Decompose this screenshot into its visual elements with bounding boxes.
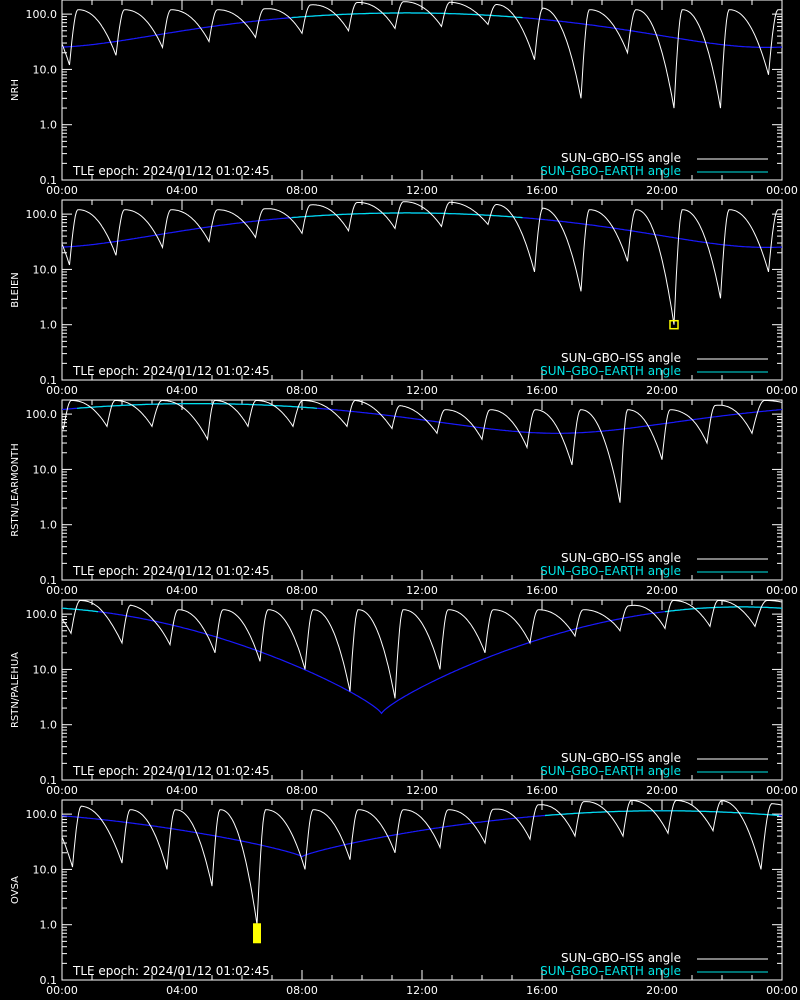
y-tick-label: 1.0: [40, 919, 58, 932]
legend-iss-label: SUN–GBO–ISS angle: [561, 351, 681, 365]
x-tick-label: 16:00: [526, 784, 558, 797]
x-tick-label: 04:00: [166, 984, 198, 997]
y-tick-label: 100.0: [26, 408, 58, 421]
tle-epoch-text: TLE epoch: 2024/01/12 01:02:45: [72, 764, 270, 778]
iss-angle-line: [62, 800, 782, 925]
legend-iss-label: SUN–GBO–ISS angle: [561, 751, 681, 765]
earth-angle-sunlit: [291, 12, 523, 19]
legend-earth-label: SUN–GBO–EARTH angle: [540, 964, 681, 978]
y-tick-label: 0.1: [40, 374, 58, 387]
x-tick-label: 04:00: [166, 784, 198, 797]
y-tick-label: 100.0: [26, 808, 58, 821]
y-tick-label: 10.0: [33, 463, 58, 476]
x-tick-label: 20:00: [646, 384, 678, 397]
x-tick-label: 12:00: [406, 184, 438, 197]
x-tick-label: 12:00: [406, 984, 438, 997]
y-tick-label: 0.1: [40, 974, 58, 987]
iss-angle-line: [62, 201, 782, 325]
panel-2: 0.1 1.0 10.0 100.0 RSTN/LEARMONTH 00:00 04:00 0…: [10, 399, 798, 597]
y-tick-label: 10.0: [33, 663, 58, 676]
legend-earth-label: SUN–GBO–EARTH angle: [540, 364, 681, 378]
tle-epoch-text: TLE epoch: 2024/01/12 01:02:45: [72, 564, 270, 578]
tle-epoch-text: TLE epoch: 2024/01/12 01:02:45: [72, 364, 270, 378]
y-tick-label: 1.0: [40, 719, 58, 732]
x-tick-label: 04:00: [166, 584, 198, 597]
y-axis-label: NRH: [10, 79, 21, 101]
y-tick-label: 100.0: [26, 8, 58, 21]
panel-0: 0.1 1.0 10.0 100.0 NRH 00:00 04:00 08:00 12:00 16…: [10, 0, 798, 197]
earth-angle-sunlit: [76, 403, 318, 409]
x-tick-label: 00:00: [766, 784, 798, 797]
y-axis-label: RSTN/PALEHUA: [10, 652, 21, 728]
panel-1: 0.1 1.0 10.0 100.0 BLEIEN 00:00 04:00 08:00 12:0…: [10, 199, 798, 397]
earth-angle-sunlit: [664, 606, 782, 613]
legend-earth-label: SUN–GBO–EARTH angle: [540, 564, 681, 578]
y-tick-label: 100.0: [26, 208, 58, 221]
y-tick-label: 1.0: [40, 319, 58, 332]
earth-angle-line: [62, 12, 782, 49]
x-tick-label: 20:00: [646, 784, 678, 797]
earth-angle-line: [62, 606, 782, 715]
earth-angle-sunlit: [291, 212, 523, 219]
panel-3: 0.1 1.0 10.0 100.0 RSTN/PALEHUA 00:00 04:00 08:…: [10, 599, 798, 797]
x-tick-label: 00:00: [46, 184, 78, 197]
y-axis-label: RSTN/LEARMONTH: [10, 443, 21, 537]
x-tick-label: 00:00: [766, 384, 798, 397]
legend-iss-label: SUN–GBO–ISS angle: [561, 551, 681, 565]
x-tick-label: 08:00: [286, 784, 318, 797]
x-tick-label: 16:00: [526, 984, 558, 997]
y-axis-label: OVSA: [10, 876, 21, 904]
x-tick-label: 04:00: [166, 184, 198, 197]
tle-epoch-text: TLE epoch: 2024/01/12 01:02:45: [72, 964, 270, 978]
x-tick-label: 00:00: [766, 584, 798, 597]
x-tick-label: 12:00: [406, 384, 438, 397]
x-tick-label: 16:00: [526, 184, 558, 197]
x-tick-label: 08:00: [286, 384, 318, 397]
y-tick-label: 1.0: [40, 119, 58, 132]
earth-angle-line: [62, 212, 782, 248]
y-tick-label: 10.0: [33, 263, 58, 276]
iss-angle-line: [62, 600, 782, 699]
y-axis-label: BLEIEN: [10, 272, 21, 308]
y-tick-label: 1.0: [40, 519, 58, 532]
iss-angle-line: [62, 1, 782, 109]
x-tick-label: 20:00: [646, 184, 678, 197]
x-tick-label: 08:00: [286, 184, 318, 197]
x-tick-label: 00:00: [46, 984, 78, 997]
tle-epoch-text: TLE epoch: 2024/01/12 01:02:45: [72, 164, 270, 178]
legend-earth-label: SUN–GBO–EARTH angle: [540, 164, 681, 178]
x-tick-label: 00:00: [766, 984, 798, 997]
earth-angle-sunlit: [62, 607, 99, 613]
y-tick-label: 100.0: [26, 608, 58, 621]
legend-iss-label: SUN–GBO–ISS angle: [561, 151, 681, 165]
event-marker: [253, 923, 261, 944]
y-tick-label: 0.1: [40, 574, 58, 587]
x-tick-label: 04:00: [166, 384, 198, 397]
x-tick-label: 12:00: [406, 784, 438, 797]
x-tick-label: 00:00: [766, 184, 798, 197]
x-tick-label: 20:00: [646, 984, 678, 997]
x-tick-label: 12:00: [406, 584, 438, 597]
x-tick-label: 00:00: [46, 384, 78, 397]
x-tick-label: 08:00: [286, 584, 318, 597]
x-tick-label: 08:00: [286, 984, 318, 997]
y-tick-label: 0.1: [40, 174, 58, 187]
x-tick-label: 00:00: [46, 784, 78, 797]
panel-4: 0.1 1.0 10.0 100.0 OVSA 00:00 04:00 08:00 12:00 1…: [10, 799, 798, 997]
x-tick-label: 00:00: [46, 584, 78, 597]
earth-angle-sunlit: [544, 810, 780, 817]
x-tick-label: 16:00: [526, 584, 558, 597]
legend-iss-label: SUN–GBO–ISS angle: [561, 951, 681, 965]
event-marker: [669, 319, 679, 330]
y-tick-label: 10.0: [33, 863, 58, 876]
iss-angle-line: [62, 400, 782, 503]
y-tick-label: 10.0: [33, 63, 58, 76]
x-tick-label: 16:00: [526, 384, 558, 397]
y-tick-label: 0.1: [40, 774, 58, 787]
legend-earth-label: SUN–GBO–EARTH angle: [540, 764, 681, 778]
x-tick-label: 20:00: [646, 584, 678, 597]
